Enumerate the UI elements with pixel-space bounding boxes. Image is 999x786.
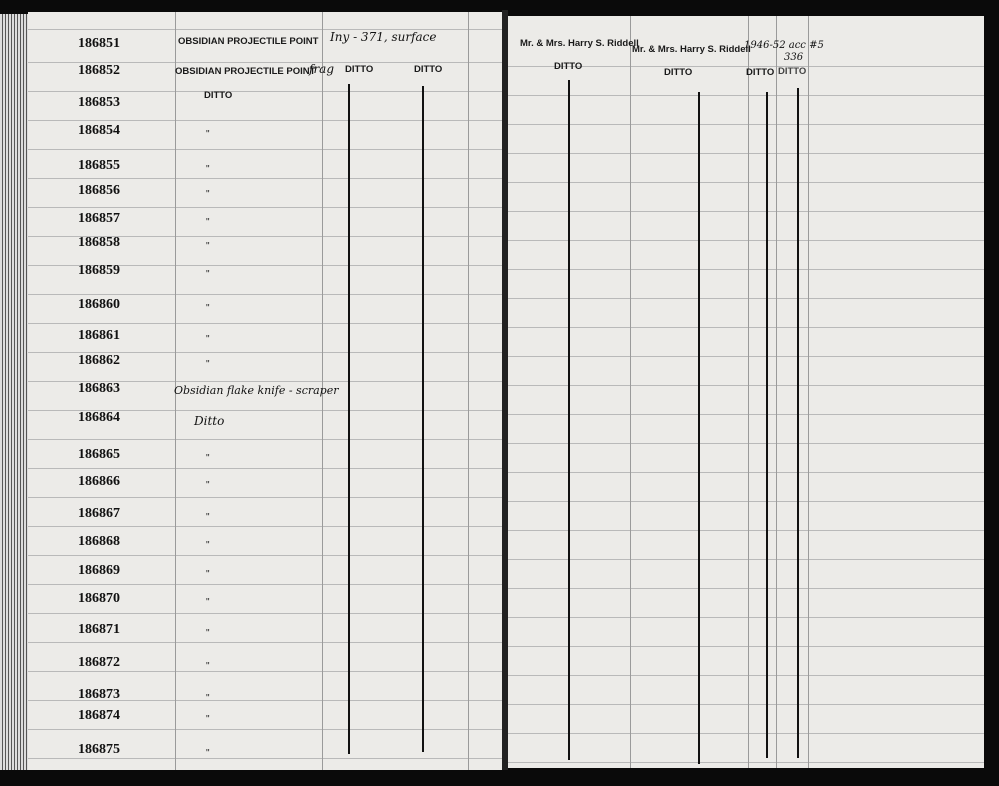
ditto-mark: " [206,661,210,672]
catalog-number: 186858 [78,235,120,250]
ditto-line [348,84,350,754]
ditto: DITTO [554,61,583,72]
description: Obsidian flake knife - scraper [174,384,339,397]
ditto: DITTO [778,66,807,77]
catalog-number: 186870 [78,591,120,606]
ditto-mark: " [206,334,210,345]
ditto-line [766,92,768,758]
ditto-mark: " [206,628,210,639]
ditto: DITTO [746,67,775,78]
ditto-mark: " [206,597,210,608]
catalog-number: 186865 [78,447,120,462]
catalog-number: 186875 [78,742,120,757]
ditto-mark: " [206,303,210,314]
catalog-number: 186853 [78,95,120,110]
donor: Mr. & Mrs. Harry S. Riddell [520,38,639,49]
ditto-mark: " [206,714,210,725]
catalog-number: 186857 [78,211,120,226]
catalog-number: 186869 [78,563,120,578]
description: DITTO [204,90,233,101]
accession-number: 336 [784,52,804,63]
catalog-number: 186861 [78,328,120,343]
book-gutter [502,10,508,770]
ditto: DITTO [345,64,374,75]
ditto-mark: " [206,164,210,175]
catalog-number: 186871 [78,622,120,637]
ditto-mark: " [206,540,210,551]
column-rule [776,16,777,768]
ditto-line [568,80,570,760]
column-rule [322,12,323,770]
locality-note: Iny - 371, surface [330,30,437,44]
catalog-number: 186854 [78,123,120,138]
ditto-mark: " [206,453,210,464]
catalog-number: 186859 [78,263,120,278]
catalog-number: 186863 [78,381,120,396]
catalog-number: 186855 [78,158,120,173]
ditto-mark: " [206,269,210,280]
ditto-mark: " [206,569,210,580]
description: OBSIDIAN PROJECTILE POINT [178,36,319,47]
right-ledger-page: Mr. & Mrs. Harry S. Riddell Mr. & Mrs. H… [508,16,984,768]
column-rule [630,16,631,768]
catalog-number: 186864 [78,410,120,425]
catalog-number: 186860 [78,297,120,312]
catalog-number: 186874 [78,708,120,723]
ditto-mark: " [206,480,210,491]
catalog-number: 186866 [78,474,120,489]
donor: Mr. & Mrs. Harry S. Riddell [632,44,751,55]
ditto-mark: " [206,359,210,370]
ditto-mark: " [206,693,210,704]
catalog-number: 186851 [78,36,120,51]
ditto: DITTO [414,64,443,75]
ditto-mark: " [206,189,210,200]
catalog-number: 186868 [78,534,120,549]
catalog-number: 186862 [78,353,120,368]
page-edges [0,14,28,770]
catalog-number: 186852 [78,63,120,78]
ditto-line [797,88,799,758]
ditto-mark: " [206,129,210,140]
description: Ditto [194,414,225,428]
ditto-mark: " [206,748,210,759]
column-rule [468,12,469,770]
catalog-number: 186867 [78,506,120,521]
ditto-line [698,92,700,764]
catalog-number: 186872 [78,655,120,670]
ditto: DITTO [664,67,693,78]
accession-note: 1946-52 acc #5 [744,40,824,51]
left-ledger-page: 186851 186852 186853 186854 186855 186856 1868… [28,12,504,770]
ditto-mark: " [206,241,210,252]
column-rule [748,16,749,768]
column-rule [175,12,176,770]
ditto-line [422,86,424,752]
catalog-number: 186856 [78,183,120,198]
description: OBSIDIAN PROJECTILE POINT [175,66,316,77]
ditto-mark: " [206,217,210,228]
catalog-number: 186873 [78,687,120,702]
ditto-mark: " [206,512,210,523]
handwritten-note: frag [309,62,335,76]
column-rule [808,16,809,768]
